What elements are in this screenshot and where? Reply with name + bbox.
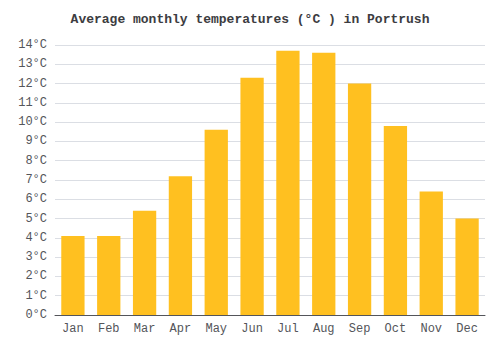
svg-text:10°C: 10°C (18, 115, 47, 129)
svg-text:Jul: Jul (277, 322, 299, 336)
svg-text:2°C: 2°C (25, 269, 47, 283)
svg-text:13°C: 13°C (18, 57, 47, 71)
svg-text:Aug: Aug (313, 322, 335, 336)
svg-text:0°C: 0°C (25, 308, 47, 322)
svg-text:14°C: 14°C (18, 38, 47, 52)
svg-text:Dec: Dec (456, 322, 478, 336)
svg-text:Average monthly temperatures (: Average monthly temperatures (°C ) in Po… (71, 12, 430, 27)
svg-text:Feb: Feb (98, 322, 120, 336)
svg-text:11°C: 11°C (18, 96, 47, 110)
svg-text:Jan: Jan (62, 322, 84, 336)
svg-text:3°C: 3°C (25, 250, 47, 264)
svg-text:4°C: 4°C (25, 231, 47, 245)
svg-text:Apr: Apr (170, 322, 192, 336)
svg-text:12°C: 12°C (18, 77, 47, 91)
svg-text:9°C: 9°C (25, 134, 47, 148)
svg-text:7°C: 7°C (25, 173, 47, 187)
svg-text:Oct: Oct (385, 322, 407, 336)
svg-text:May: May (205, 322, 227, 336)
svg-text:Nov: Nov (420, 322, 442, 336)
svg-text:8°C: 8°C (25, 154, 47, 168)
svg-text:5°C: 5°C (25, 212, 47, 226)
svg-text:Sep: Sep (349, 322, 371, 336)
svg-text:Mar: Mar (134, 322, 156, 336)
svg-text:Jun: Jun (241, 322, 263, 336)
svg-text:6°C: 6°C (25, 192, 47, 206)
svg-text:1°C: 1°C (25, 289, 47, 303)
